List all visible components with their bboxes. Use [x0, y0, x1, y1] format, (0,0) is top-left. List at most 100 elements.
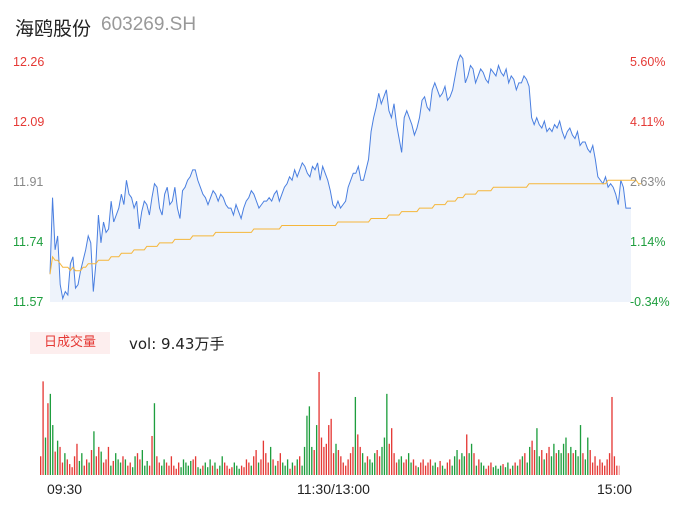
volume-bar	[434, 462, 436, 475]
volume-bar	[173, 465, 175, 475]
volume-bar	[61, 462, 64, 475]
volume-bar	[548, 446, 550, 475]
volume-bar	[410, 462, 412, 475]
volume-bar	[117, 459, 119, 475]
volume-tab[interactable]: 日成交量	[30, 332, 110, 354]
y-left-tick-0: 12.26	[13, 55, 45, 69]
volume-bar	[560, 453, 562, 475]
volume-bar	[427, 462, 429, 475]
volume-bar	[507, 462, 509, 475]
volume-bar	[616, 465, 618, 475]
x-tick-midday: 11:30/13:00	[297, 481, 370, 497]
volume-bar	[388, 443, 390, 475]
volume-bar	[485, 468, 487, 475]
volume-bar	[478, 459, 480, 475]
volume-bar	[86, 459, 88, 475]
volume-bar	[272, 459, 274, 475]
volume-bar	[269, 446, 272, 475]
volume-bar	[374, 453, 376, 475]
volume-bar	[383, 437, 386, 475]
volume-bar	[98, 446, 100, 475]
volume-bar	[369, 459, 371, 475]
volume-bar	[502, 464, 504, 475]
volume-bar	[531, 440, 533, 475]
volume-bar	[398, 459, 400, 475]
volume-bar	[424, 465, 427, 475]
volume-bar	[340, 456, 342, 475]
volume-bar	[582, 453, 584, 475]
volume-bar	[611, 396, 613, 475]
volume-bar	[197, 467, 199, 475]
volume-bar	[289, 468, 291, 475]
volume-bar	[594, 456, 596, 475]
volume-bar	[105, 459, 107, 475]
volume-bar	[342, 462, 344, 475]
volume-bar	[567, 453, 570, 475]
volume-bar	[93, 431, 95, 475]
volume-bar	[260, 459, 262, 475]
y-right-tick-2: 2.63%	[630, 175, 666, 189]
volume-bar	[182, 459, 185, 475]
volume-bar	[301, 465, 303, 475]
volume-bar	[187, 465, 189, 475]
volume-bar	[407, 453, 410, 475]
volume-bar	[461, 453, 463, 475]
volume-bar	[618, 465, 620, 475]
volume-bar	[248, 462, 250, 475]
volume-bar	[223, 462, 226, 475]
volume-bar	[483, 465, 485, 475]
volume-bar	[110, 465, 112, 475]
price-line	[49, 53, 631, 301]
volume-bar	[146, 460, 148, 475]
volume-bar	[141, 450, 144, 475]
volume-bar	[253, 456, 255, 475]
volume-bar	[119, 462, 122, 475]
volume-bar	[151, 435, 153, 475]
volume-bar	[364, 462, 366, 475]
volume-bar	[190, 460, 192, 475]
volume-bar	[112, 460, 114, 475]
volume-bar	[541, 450, 543, 475]
volume-bar	[422, 459, 424, 475]
volume-bar	[226, 465, 228, 475]
volume-bar	[420, 462, 422, 475]
x-tick-open: 09:30	[47, 481, 83, 497]
volume-bar	[449, 459, 451, 475]
y-left-tick-3: 11.74	[13, 235, 44, 249]
stock-name: 海鸥股份	[15, 18, 92, 40]
volume-bar	[64, 453, 66, 475]
volume-bar	[570, 446, 572, 475]
volume-bar	[83, 465, 85, 475]
volume-bar	[357, 434, 359, 475]
volume-bar	[591, 462, 594, 475]
volume-bar	[391, 428, 393, 475]
volume-bar	[267, 462, 269, 475]
volume-bar	[446, 462, 449, 475]
volume-bar	[161, 465, 163, 475]
volume-bar	[129, 462, 131, 475]
volume-bar	[265, 453, 267, 475]
volume-bar	[378, 456, 381, 475]
volume-bar	[550, 456, 553, 475]
volume-bar	[366, 456, 369, 475]
volume-bar	[214, 462, 216, 475]
volume-bar	[393, 453, 395, 475]
volume-bar	[415, 465, 417, 475]
volume-bar	[95, 456, 98, 475]
volume-bar	[204, 462, 206, 475]
volume-bar	[526, 462, 528, 475]
volume-bar	[521, 456, 524, 475]
volume-bar	[284, 465, 286, 475]
volume-bar	[122, 456, 124, 475]
volume-bar	[88, 462, 90, 475]
y-right-tick-0: 5.60%	[630, 55, 666, 69]
volume-bar	[308, 406, 311, 475]
volume-bar	[100, 451, 102, 475]
volume-bar	[73, 456, 76, 475]
volume-bar	[577, 456, 579, 475]
volume-bar	[524, 453, 526, 475]
volume-bar	[480, 462, 482, 475]
volume-bar	[168, 465, 170, 475]
y-right-tick-4: -0.34%	[630, 295, 670, 309]
volume-bar	[417, 467, 419, 475]
